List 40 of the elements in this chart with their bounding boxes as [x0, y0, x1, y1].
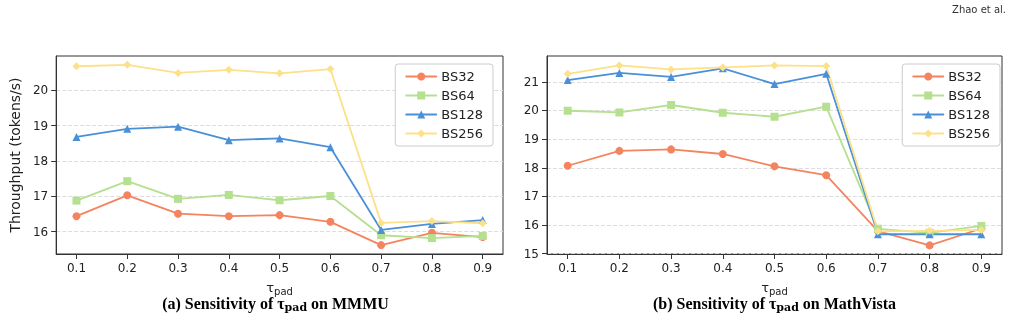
text: Zhao et al. — [952, 3, 1006, 15]
y-tick-label: 18 — [32, 154, 49, 169]
x-tick-label: 0.3 — [168, 261, 188, 275]
y-tick-label: 16 — [523, 218, 539, 233]
y-tick-label: 18 — [523, 160, 539, 175]
x-tick-label: 0.1 — [558, 261, 578, 275]
legend-label: BS256 — [441, 126, 484, 141]
legend-label: BS64 — [948, 88, 982, 103]
y-tick-label: 21 — [523, 74, 539, 89]
legend-label: BS64 — [441, 88, 475, 103]
legend-label: BS32 — [948, 69, 982, 84]
y-tick-label: 20 — [523, 103, 539, 118]
x-tick-label: 0.1 — [66, 261, 87, 275]
x-tick-label: 0.9 — [473, 261, 493, 275]
x-tick-label: 0.2 — [117, 261, 137, 275]
y-tick-label: 17 — [32, 189, 49, 204]
x-tick-label: 0.3 — [661, 261, 681, 275]
y-tick-label: 15 — [523, 246, 539, 261]
x-tick-label: 0.9 — [971, 261, 991, 275]
y-tick-label: 19 — [32, 118, 49, 133]
x-tick-label: 0.8 — [920, 261, 940, 275]
x-tick-label: 0.5 — [270, 261, 290, 275]
legend-label: BS256 — [948, 126, 991, 141]
x-tick-label: 0.4 — [713, 261, 733, 275]
x-tick-label: 0.8 — [422, 261, 442, 275]
y-tick-label: 19 — [523, 132, 539, 147]
x-tick-label: 0.7 — [868, 261, 888, 275]
x-tick-label: 0.6 — [320, 261, 340, 275]
y-tick-label: 17 — [523, 189, 539, 204]
y-tick-label: 20 — [32, 83, 49, 98]
legend-label: BS32 — [441, 69, 475, 84]
x-tick-label: 0.2 — [609, 261, 629, 275]
x-tick-label: 0.5 — [764, 261, 785, 275]
x-tick-label: 0.4 — [219, 261, 239, 275]
x-tick-label: 0.7 — [371, 261, 391, 275]
legend-label: BS128 — [441, 107, 484, 122]
y-tick-label: 16 — [32, 224, 49, 239]
y-axis-title: Throughput (tokens/s) — [7, 77, 23, 234]
legend-label: BS128 — [948, 107, 991, 122]
x-tick-label: 0.6 — [816, 261, 836, 275]
